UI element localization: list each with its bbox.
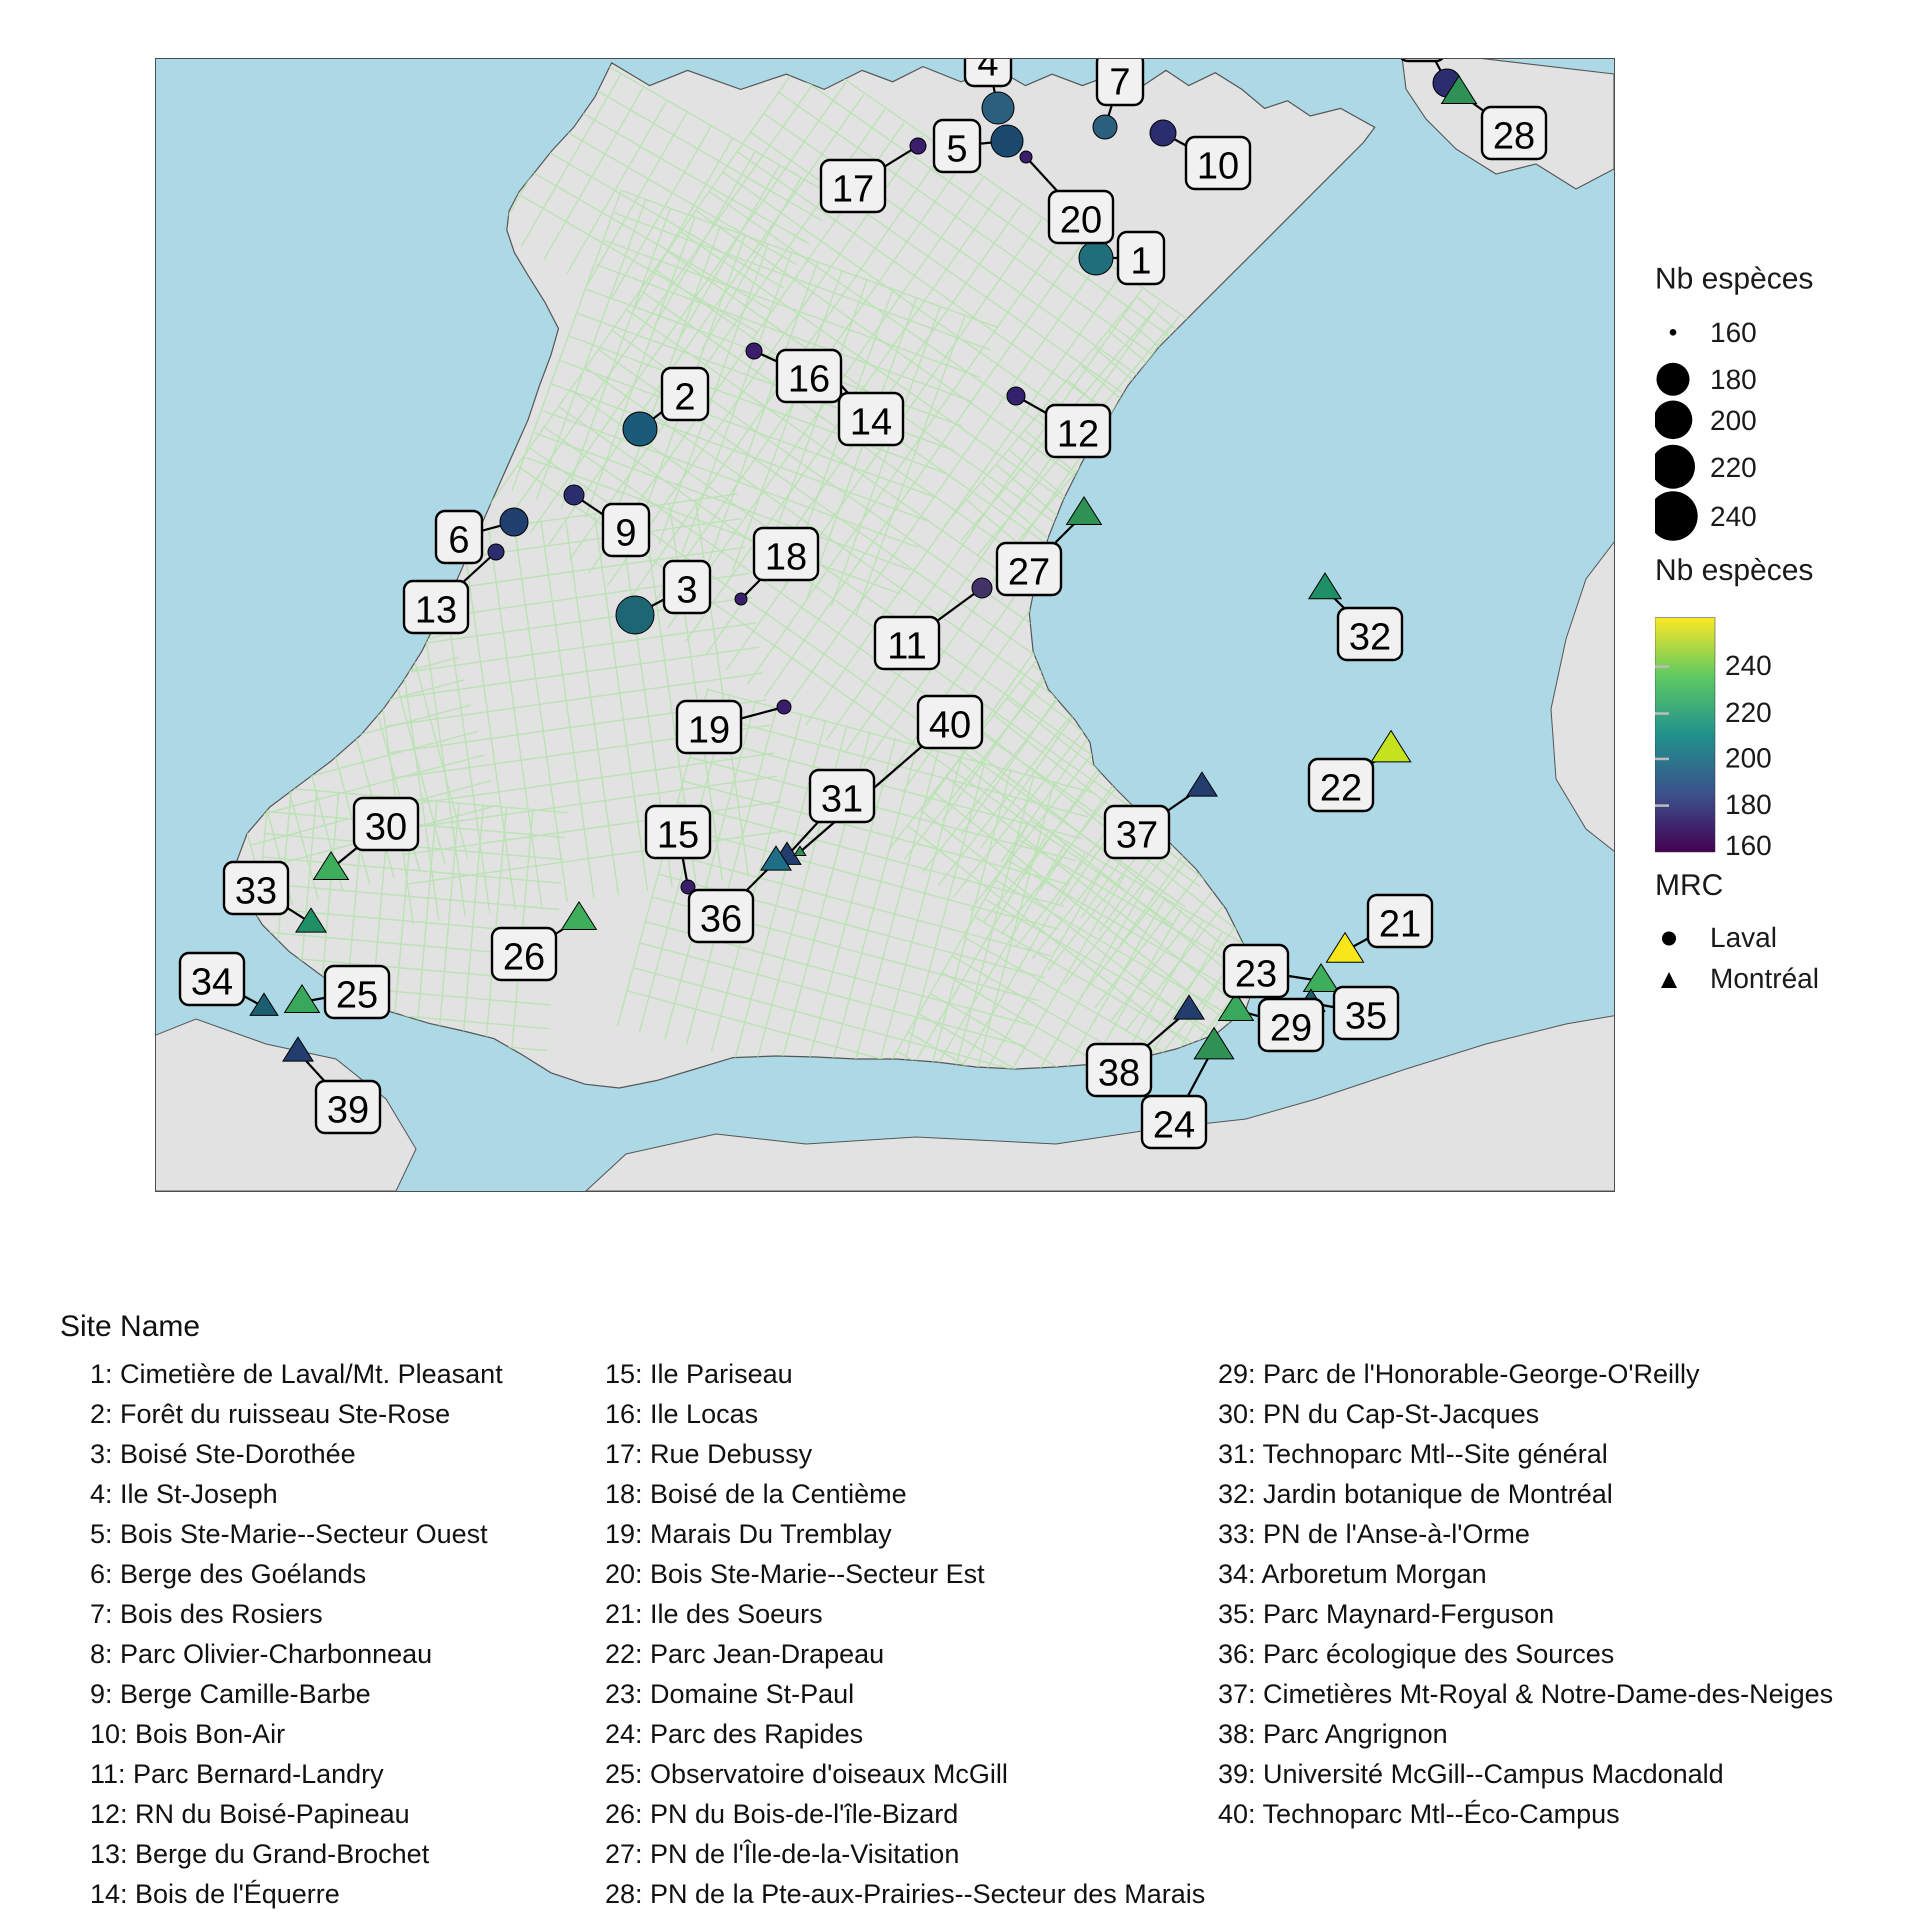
svg-text:7: 7 [1109,62,1130,104]
svg-text:36: 36 [700,899,742,941]
svg-text:4: 4 [977,59,998,85]
svg-text:24: 24 [1153,1105,1195,1147]
svg-text:1: 1 [1130,241,1151,283]
svg-text:2: 2 [674,377,695,419]
svg-text:38: 38 [1098,1053,1140,1095]
svg-text:18: 18 [765,537,807,579]
svg-text:3: 3 [676,570,697,612]
svg-text:19: 19 [688,710,730,752]
svg-text:25: 25 [336,975,378,1017]
svg-text:200: 200 [1725,743,1772,774]
svg-text:22: 22 [1320,768,1362,810]
svg-text:240: 240 [1710,501,1757,532]
svg-text:40: 40 [929,705,971,747]
svg-text:12: 12 [1057,414,1099,456]
svg-text:160: 160 [1725,830,1772,861]
svg-text:5: 5 [946,129,967,171]
svg-text:33: 33 [235,871,277,913]
svg-text:220: 220 [1725,697,1772,728]
svg-text:30: 30 [365,807,407,849]
svg-text:Laval: Laval [1710,922,1777,953]
svg-text:8: 8 [1411,59,1432,60]
svg-text:15: 15 [657,815,699,857]
svg-text:31: 31 [821,779,863,821]
svg-text:9: 9 [615,513,636,555]
svg-text:37: 37 [1116,815,1158,857]
svg-text:160: 160 [1710,317,1757,348]
svg-text:34: 34 [191,962,233,1004]
svg-text:11: 11 [887,626,926,668]
svg-text:23: 23 [1235,954,1277,996]
svg-text:28: 28 [1493,116,1535,158]
svg-text:180: 180 [1710,364,1757,395]
svg-text:17: 17 [832,169,874,211]
svg-text:Nb espèces: Nb espèces [1655,554,1813,587]
svg-text:21: 21 [1379,904,1421,946]
svg-text:32: 32 [1349,617,1391,659]
svg-text:13: 13 [415,590,457,632]
svg-text:20: 20 [1060,200,1102,242]
svg-text:Montréal: Montréal [1710,963,1819,994]
svg-text:MRC: MRC [1655,869,1723,902]
svg-text:10: 10 [1197,146,1239,188]
svg-text:27: 27 [1008,552,1050,594]
svg-text:180: 180 [1725,789,1772,820]
svg-text:26: 26 [503,937,545,979]
svg-text:16: 16 [788,359,830,401]
svg-text:39: 39 [327,1090,369,1132]
svg-text:35: 35 [1345,996,1387,1038]
svg-text:220: 220 [1710,452,1757,483]
svg-text:200: 200 [1710,405,1757,436]
svg-text:Nb espèces: Nb espèces [1655,263,1813,296]
svg-text:240: 240 [1725,650,1772,681]
svg-text:6: 6 [448,520,469,562]
svg-text:14: 14 [850,402,892,444]
svg-text:29: 29 [1270,1008,1312,1050]
